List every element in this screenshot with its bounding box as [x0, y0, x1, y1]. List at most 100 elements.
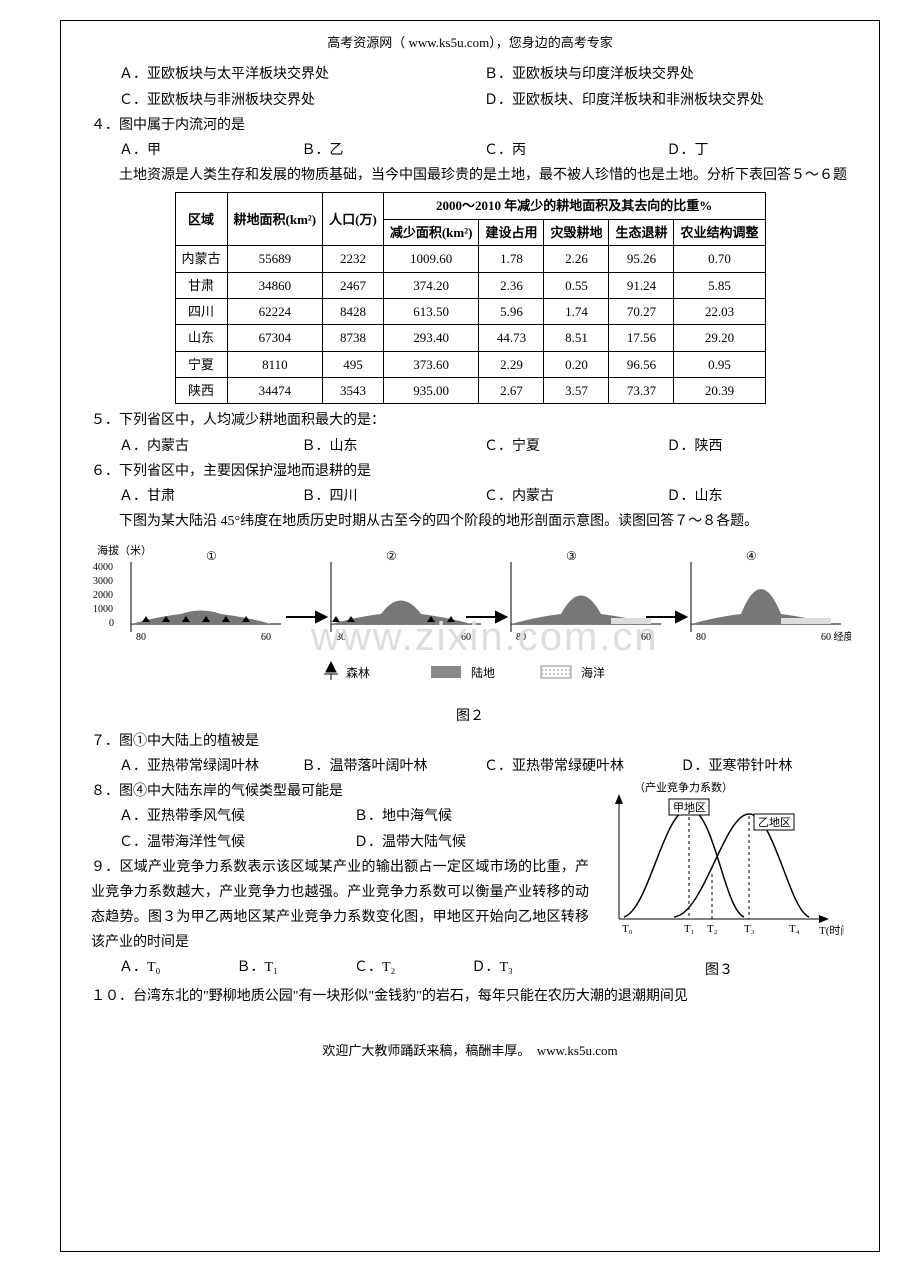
table-cell: 495 — [323, 351, 384, 377]
q7-stem: ７．图①中大陆上的植被是 — [91, 729, 849, 754]
table-cell: 宁夏 — [175, 351, 227, 377]
table-cell: 34860 — [227, 272, 323, 298]
table-cell: 四川 — [175, 298, 227, 324]
land-table: 区域 耕地面积(km²) 人口(万) 2000～2010 年减少的耕地面积及其去… — [175, 192, 766, 404]
table-cell: 2467 — [323, 272, 384, 298]
table-cell: 44.73 — [479, 325, 544, 351]
q6-a: Ａ．甘肃 — [119, 484, 302, 509]
table-cell: 1009.60 — [383, 246, 479, 272]
q6-stem: ６．下列省区中，主要因保护湿地而退耕的是 — [91, 459, 849, 484]
svg-text:T(时间): T(时间) — [819, 924, 844, 937]
q8-a: Ａ．亚热带季风气候 — [119, 804, 354, 829]
fig2-ylabel: 海拔（米） — [97, 543, 152, 557]
q10-stem: １０．台湾东北的"野柳地质公园"有一块形似"金钱豹"的岩石，每年只能在农历大潮的… — [91, 984, 849, 1009]
svg-text:森林: 森林 — [346, 665, 370, 680]
table-row: 甘肃348602467374.202.360.5591.245.85 — [175, 272, 765, 298]
q5-b: Ｂ．山东 — [302, 434, 485, 459]
q7-a: Ａ．亚热带常绿阔叶林 — [119, 754, 302, 779]
q6-c: Ｃ．内蒙古 — [484, 484, 667, 509]
q7-c: Ｃ．亚热带常绿硬叶林 — [484, 754, 681, 779]
table-cell: 1.78 — [479, 246, 544, 272]
q7-b: Ｂ．温带落叶阔叶林 — [302, 754, 485, 779]
passage-78: 下图为某大陆沿 45°纬度在地质历史时期从古至今的四个阶段的地形剖面示意图。读图… — [91, 509, 849, 534]
q9-d: Ｄ．T₃ — [472, 955, 590, 980]
table-cell: 62224 — [227, 298, 323, 324]
table-cell: 8738 — [323, 325, 384, 351]
q5-stem: ５．下列省区中，人均减少耕地面积最大的是： — [91, 408, 849, 433]
page-footer: 欢迎广大教师踊跃来稿，稿酬丰厚。 www.ks5u.com — [91, 1039, 849, 1062]
table-cell: 22.03 — [674, 298, 765, 324]
q6-options: Ａ．甘肃 Ｂ．四川 Ｃ．内蒙古 Ｄ．山东 — [91, 484, 849, 509]
th-agri: 农业结构调整 — [674, 219, 765, 245]
q4-a: Ａ．甲 — [119, 138, 302, 163]
table-cell: 20.39 — [674, 378, 765, 404]
table-row: 山东673048738293.4044.738.5117.5629.20 — [175, 325, 765, 351]
svg-text:0: 0 — [109, 618, 114, 629]
table-row: 四川622248428613.505.961.7470.2722.03 — [175, 298, 765, 324]
q5-options: Ａ．内蒙古 Ｂ．山东 Ｃ．宁夏 Ｄ．陕西 — [91, 434, 849, 459]
q4-d: Ｄ．丁 — [667, 138, 850, 163]
th-reduce: 减少面积(km²) — [383, 219, 479, 245]
table-cell: 8428 — [323, 298, 384, 324]
th-eco: 生态退耕 — [609, 219, 674, 245]
q7-d: Ｄ．亚寒带针叶林 — [681, 754, 849, 779]
svg-text:60 经度: 60 经度 — [821, 630, 851, 643]
table-cell: 2.29 — [479, 351, 544, 377]
table-cell: 0.70 — [674, 246, 765, 272]
svg-text:80: 80 — [696, 632, 706, 643]
q9-c: Ｃ．T₂ — [354, 955, 472, 980]
svg-text:1000: 1000 — [93, 604, 113, 615]
table-cell: 2.67 — [479, 378, 544, 404]
table-cell: 陕西 — [175, 378, 227, 404]
figure-2: 海拔（米） 4000 3000 2000 1000 0 806080608060… — [91, 542, 849, 701]
svg-text:4000: 4000 — [93, 562, 113, 573]
table-cell: 内蒙古 — [175, 246, 227, 272]
table-cell: 3.57 — [544, 378, 609, 404]
svg-text:陆地: 陆地 — [471, 665, 495, 680]
fig3-caption: 图３ — [589, 958, 849, 983]
table-cell: 373.60 — [383, 351, 479, 377]
q5-c: Ｃ．宁夏 — [484, 434, 667, 459]
table-cell: 96.56 — [609, 351, 674, 377]
table-cell: 8.51 — [544, 325, 609, 351]
svg-text:60: 60 — [461, 632, 471, 643]
q5-a: Ａ．内蒙古 — [119, 434, 302, 459]
svg-text:80: 80 — [136, 632, 146, 643]
table-row: 宁夏8110495373.602.290.2096.560.95 — [175, 351, 765, 377]
q4-c: Ｃ．丙 — [484, 138, 667, 163]
q4-b: Ｂ．乙 — [302, 138, 485, 163]
table-cell: 70.27 — [609, 298, 674, 324]
svg-text:④: ④ — [746, 549, 757, 563]
q9-a: Ａ．T₀ — [119, 955, 237, 980]
table-cell: 1.74 — [544, 298, 609, 324]
opt-c: Ｃ．亚欧板块与非洲板块交界处 — [119, 88, 484, 113]
table-cell: 73.37 — [609, 378, 674, 404]
svg-text:（产业竞争力系数）: （产业竞争力系数） — [634, 780, 733, 794]
table-cell: 613.50 — [383, 298, 479, 324]
table-cell: 91.24 — [609, 272, 674, 298]
q5-d: Ｄ．陕西 — [667, 434, 850, 459]
opt-d: Ｄ．亚欧板块、印度洋板块和非洲板块交界处 — [484, 88, 849, 113]
q8-b: Ｂ．地中海气候 — [354, 804, 589, 829]
table-cell: 29.20 — [674, 325, 765, 351]
figure-3: （产业竞争力系数） T(时间) 甲地区 乙地区 T₀ T₁ T₂ T₃ — [589, 779, 849, 983]
q8-stem: ８．图④中大陆东岸的气候类型最可能是 — [91, 779, 589, 804]
table-cell: 55689 — [227, 246, 323, 272]
svg-text:60: 60 — [261, 632, 271, 643]
svg-text:T₄: T₄ — [789, 923, 800, 935]
table-row: 内蒙古5568922321009.601.782.2695.260.70 — [175, 246, 765, 272]
table-cell: 甘肃 — [175, 272, 227, 298]
table-cell: 17.56 — [609, 325, 674, 351]
table-cell: 5.85 — [674, 272, 765, 298]
q8-d: Ｄ．温带大陆气候 — [354, 830, 589, 855]
table-cell: 5.96 — [479, 298, 544, 324]
svg-text:①: ① — [206, 549, 217, 563]
q9-options: Ａ．T₀ Ｂ．T₁ Ｃ．T₂ Ｄ．T₃ — [91, 955, 589, 980]
th-pop: 人口(万) — [323, 193, 384, 246]
svg-text:海洋: 海洋 — [581, 665, 605, 680]
q6-b: Ｂ．四川 — [302, 484, 485, 509]
passage-56: 土地资源是人类生存和发展的物质基础，当今中国最珍贵的是土地，最不被人珍惜的也是土… — [91, 163, 849, 188]
table-cell: 山东 — [175, 325, 227, 351]
q8-c: Ｃ．温带海洋性气候 — [119, 830, 354, 855]
table-cell: 293.40 — [383, 325, 479, 351]
